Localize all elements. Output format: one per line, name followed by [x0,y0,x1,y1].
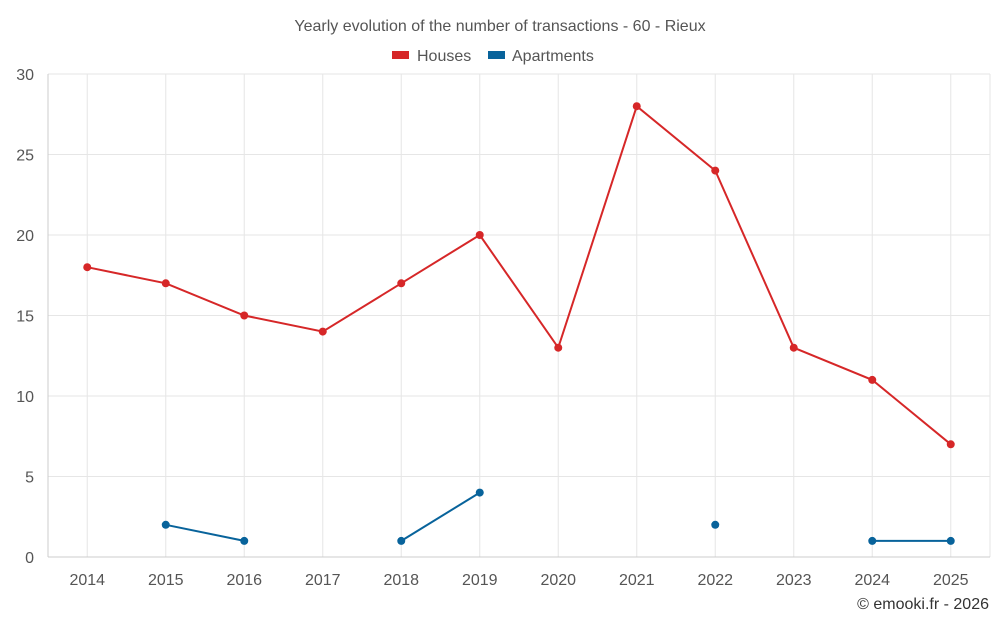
x-tick-label: 2025 [933,572,969,589]
series-layer [83,102,955,545]
x-tick-label: 2015 [148,572,184,589]
gridlines [47,73,991,558]
legend-swatch-apartments [488,51,505,59]
data-point-houses-2020[interactable] [554,343,563,352]
credit-text: © emooki.fr - 2026 [857,596,989,613]
data-point-apartments-2016[interactable] [240,536,249,545]
x-tick-label: 2023 [776,572,812,589]
y-tick-label: 20 [16,228,34,245]
legend-label-houses: Houses [417,48,471,65]
x-tick-label: 2016 [226,572,262,589]
x-tick-label: 2021 [619,572,655,589]
data-point-houses-2014[interactable] [83,263,92,272]
data-point-houses-2019[interactable] [475,231,484,239]
x-tick-label: 2022 [697,572,733,589]
legend-item-apartments[interactable]: Apartments [488,48,594,65]
x-axis: 2014 2015 2016 2017 2018 2019 2020 2021 2022 2023… [69,572,968,589]
y-tick-label: 5 [25,470,34,487]
data-point-apartments-2025[interactable] [946,536,955,545]
series-line-houses [87,104,952,446]
data-point-apartments-2015[interactable] [161,520,170,529]
data-point-houses-2022[interactable] [711,166,720,175]
x-tick-label: 2017 [305,572,341,589]
x-tick-label: 2020 [540,572,576,589]
data-point-houses-2016[interactable] [240,311,249,320]
x-tick-label: 2024 [854,572,890,589]
data-point-apartments-2024[interactable] [868,536,877,545]
data-point-houses-2023[interactable] [789,343,798,352]
legend: Houses Apartments [392,48,594,65]
legend-swatch-houses [392,51,409,59]
data-point-apartments-2019[interactable] [475,488,484,497]
data-point-houses-2018[interactable] [397,279,406,288]
data-point-apartments-2022[interactable] [711,520,720,529]
data-point-houses-2024[interactable] [868,375,877,384]
x-tick-label: 2014 [69,572,105,589]
y-tick-label: 25 [16,148,34,165]
data-point-houses-2017[interactable] [318,327,327,336]
legend-item-houses[interactable]: Houses [392,48,471,65]
y-tick-label: 0 [25,550,34,567]
legend-label-apartments: Apartments [512,48,594,65]
y-tick-label: 15 [16,309,34,326]
x-tick-label: 2018 [383,572,419,589]
y-tick-label: 30 [16,67,34,84]
y-axis: 0 5 10 15 20 25 30 [16,67,34,567]
chart-title: Yearly evolution of the number of transa… [294,18,705,35]
series-line-apartments [165,523,245,542]
series-line-apartments [400,491,481,542]
data-point-apartments-2018[interactable] [397,536,406,545]
y-tick-label: 10 [16,389,34,406]
data-point-houses-2021[interactable] [632,102,641,111]
data-point-houses-2015[interactable] [161,279,170,288]
x-tick-label: 2019 [462,572,498,589]
data-point-houses-2025[interactable] [946,440,955,449]
